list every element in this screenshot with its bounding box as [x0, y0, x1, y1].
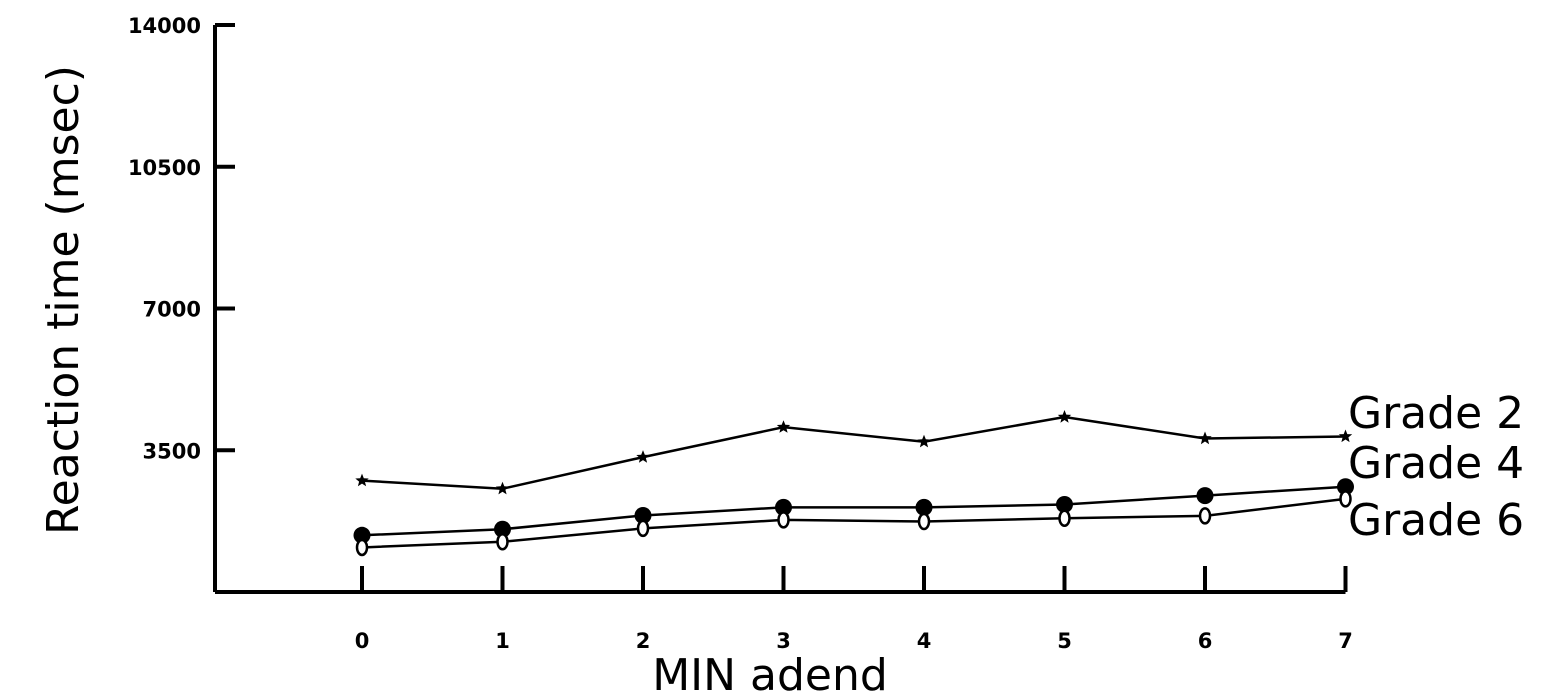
series-label-grade-4: Grade 4 [1348, 438, 1524, 489]
series-grade-2 [355, 410, 1353, 495]
data-point [1056, 496, 1073, 514]
data-point [496, 533, 509, 551]
y-axis-label: Reaction time (msec) [38, 65, 89, 535]
series-line [361, 415, 1346, 490]
data-point [1198, 507, 1212, 525]
x-tick-label: 0 [355, 629, 370, 653]
data-point [915, 498, 933, 516]
series-layer [353, 410, 1354, 557]
x-tick-label: 4 [917, 629, 932, 653]
data-point [1058, 509, 1071, 528]
x-tick-label: 3 [776, 629, 791, 653]
x-tick-label: 1 [495, 629, 510, 653]
series-label-grade-6: Grade 6 [1348, 495, 1524, 546]
y-tick-label: 3500 [143, 439, 201, 463]
series-grade-6 [355, 490, 1352, 557]
data-point [1198, 431, 1212, 445]
series-line [361, 497, 1346, 549]
series-labels: Grade 2 Grade 4 Grade 6 [1348, 388, 1524, 546]
y-tick-label: 14000 [128, 14, 201, 38]
data-point [1338, 429, 1353, 443]
data-point [353, 526, 371, 544]
data-point [777, 511, 790, 529]
x-tick-label: 5 [1057, 629, 1072, 653]
series-label-grade-2: Grade 2 [1348, 388, 1524, 439]
x-tick-label: 6 [1198, 629, 1213, 653]
x-axis-label: MIN adend [652, 650, 888, 700]
data-point [355, 473, 369, 487]
series-grade-4 [353, 478, 1354, 544]
data-point [634, 506, 652, 524]
series-line [361, 485, 1346, 537]
data-point [775, 498, 792, 516]
data-point [355, 538, 369, 557]
data-point [917, 512, 931, 531]
data-point [1196, 487, 1214, 505]
data-point [636, 450, 650, 463]
data-point [1337, 478, 1354, 496]
data-point [776, 420, 791, 433]
x-ticks: 0 1 2 3 4 5 6 7 [355, 566, 1353, 653]
y-ticks: 3500 7000 10500 14000 [128, 14, 235, 463]
data-point [917, 434, 931, 448]
data-point [1057, 410, 1072, 423]
x-tick-label: 7 [1338, 629, 1353, 653]
x-tick-label: 2 [636, 629, 651, 653]
data-point [1339, 490, 1352, 508]
data-point [495, 481, 510, 495]
data-point [636, 519, 650, 538]
y-tick-label: 7000 [143, 298, 201, 322]
data-point [494, 520, 511, 538]
y-tick-label: 10500 [128, 156, 201, 180]
